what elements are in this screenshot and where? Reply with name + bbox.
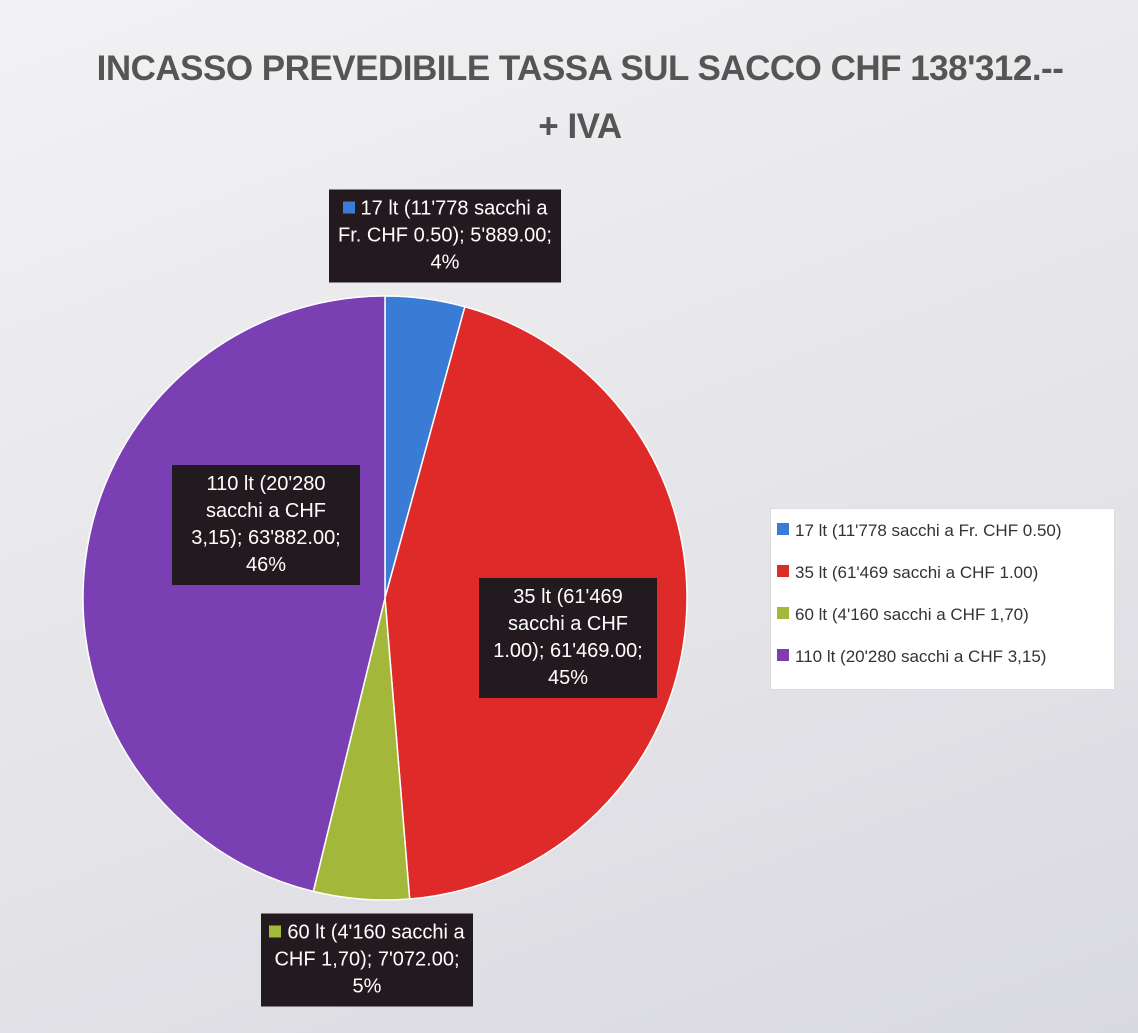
legend-key bbox=[777, 565, 789, 577]
legend: 17 lt (11'778 sacchi a Fr. CHF 0.50) 35 l… bbox=[770, 508, 1115, 690]
legend-label: 35 lt (61'469 sacchi a CHF 1.00) bbox=[795, 563, 1039, 582]
legend-item: 60 lt (4'160 sacchi a CHF 1,70) bbox=[777, 601, 1114, 643]
chart-title: INCASSO PREVEDIBILE TASSA SUL SACCO CHF … bbox=[96, 49, 1064, 146]
legend-item: 35 lt (61'469 sacchi a CHF 1.00) bbox=[777, 559, 1114, 601]
legend-key bbox=[777, 649, 789, 661]
data-label-text: 110 lt (20'280 sacchi a CHF 3,15); 63'88… bbox=[191, 473, 341, 576]
data-label: 60 lt (4'160 sacchi a CHF 1,70); 7'072.0… bbox=[261, 913, 473, 1007]
data-label: 17 lt (11'778 sacchi a Fr. CHF 0.50); 5'… bbox=[329, 189, 561, 283]
pie-slice bbox=[82, 295, 386, 893]
legend-key bbox=[777, 607, 789, 619]
legend-label: 110 lt (20'280 sacchi a CHF 3,15) bbox=[795, 647, 1047, 666]
legend-label: 60 lt (4'160 sacchi a CHF 1,70) bbox=[795, 605, 1029, 624]
legend-key bbox=[777, 523, 789, 535]
data-label-text: 35 lt (61'469 sacchi a CHF 1.00); 61'469… bbox=[493, 586, 643, 689]
data-label-text: 17 lt (11'778 sacchi a Fr. CHF 0.50); 5'… bbox=[338, 197, 552, 274]
data-label: 35 lt (61'469 sacchi a CHF 1.00); 61'469… bbox=[479, 578, 657, 698]
data-label: 110 lt (20'280 sacchi a CHF 3,15); 63'88… bbox=[172, 465, 360, 585]
legend-item: 110 lt (20'280 sacchi a CHF 3,15) bbox=[777, 643, 1114, 685]
legend-label: 17 lt (11'778 sacchi a Fr. CHF 0.50) bbox=[795, 521, 1062, 540]
data-label-text: 60 lt (4'160 sacchi a CHF 1,70); 7'072.0… bbox=[274, 921, 465, 998]
label-key bbox=[269, 925, 282, 938]
label-key bbox=[342, 201, 355, 214]
legend-item: 17 lt (11'778 sacchi a Fr. CHF 0.50) bbox=[777, 517, 1114, 559]
